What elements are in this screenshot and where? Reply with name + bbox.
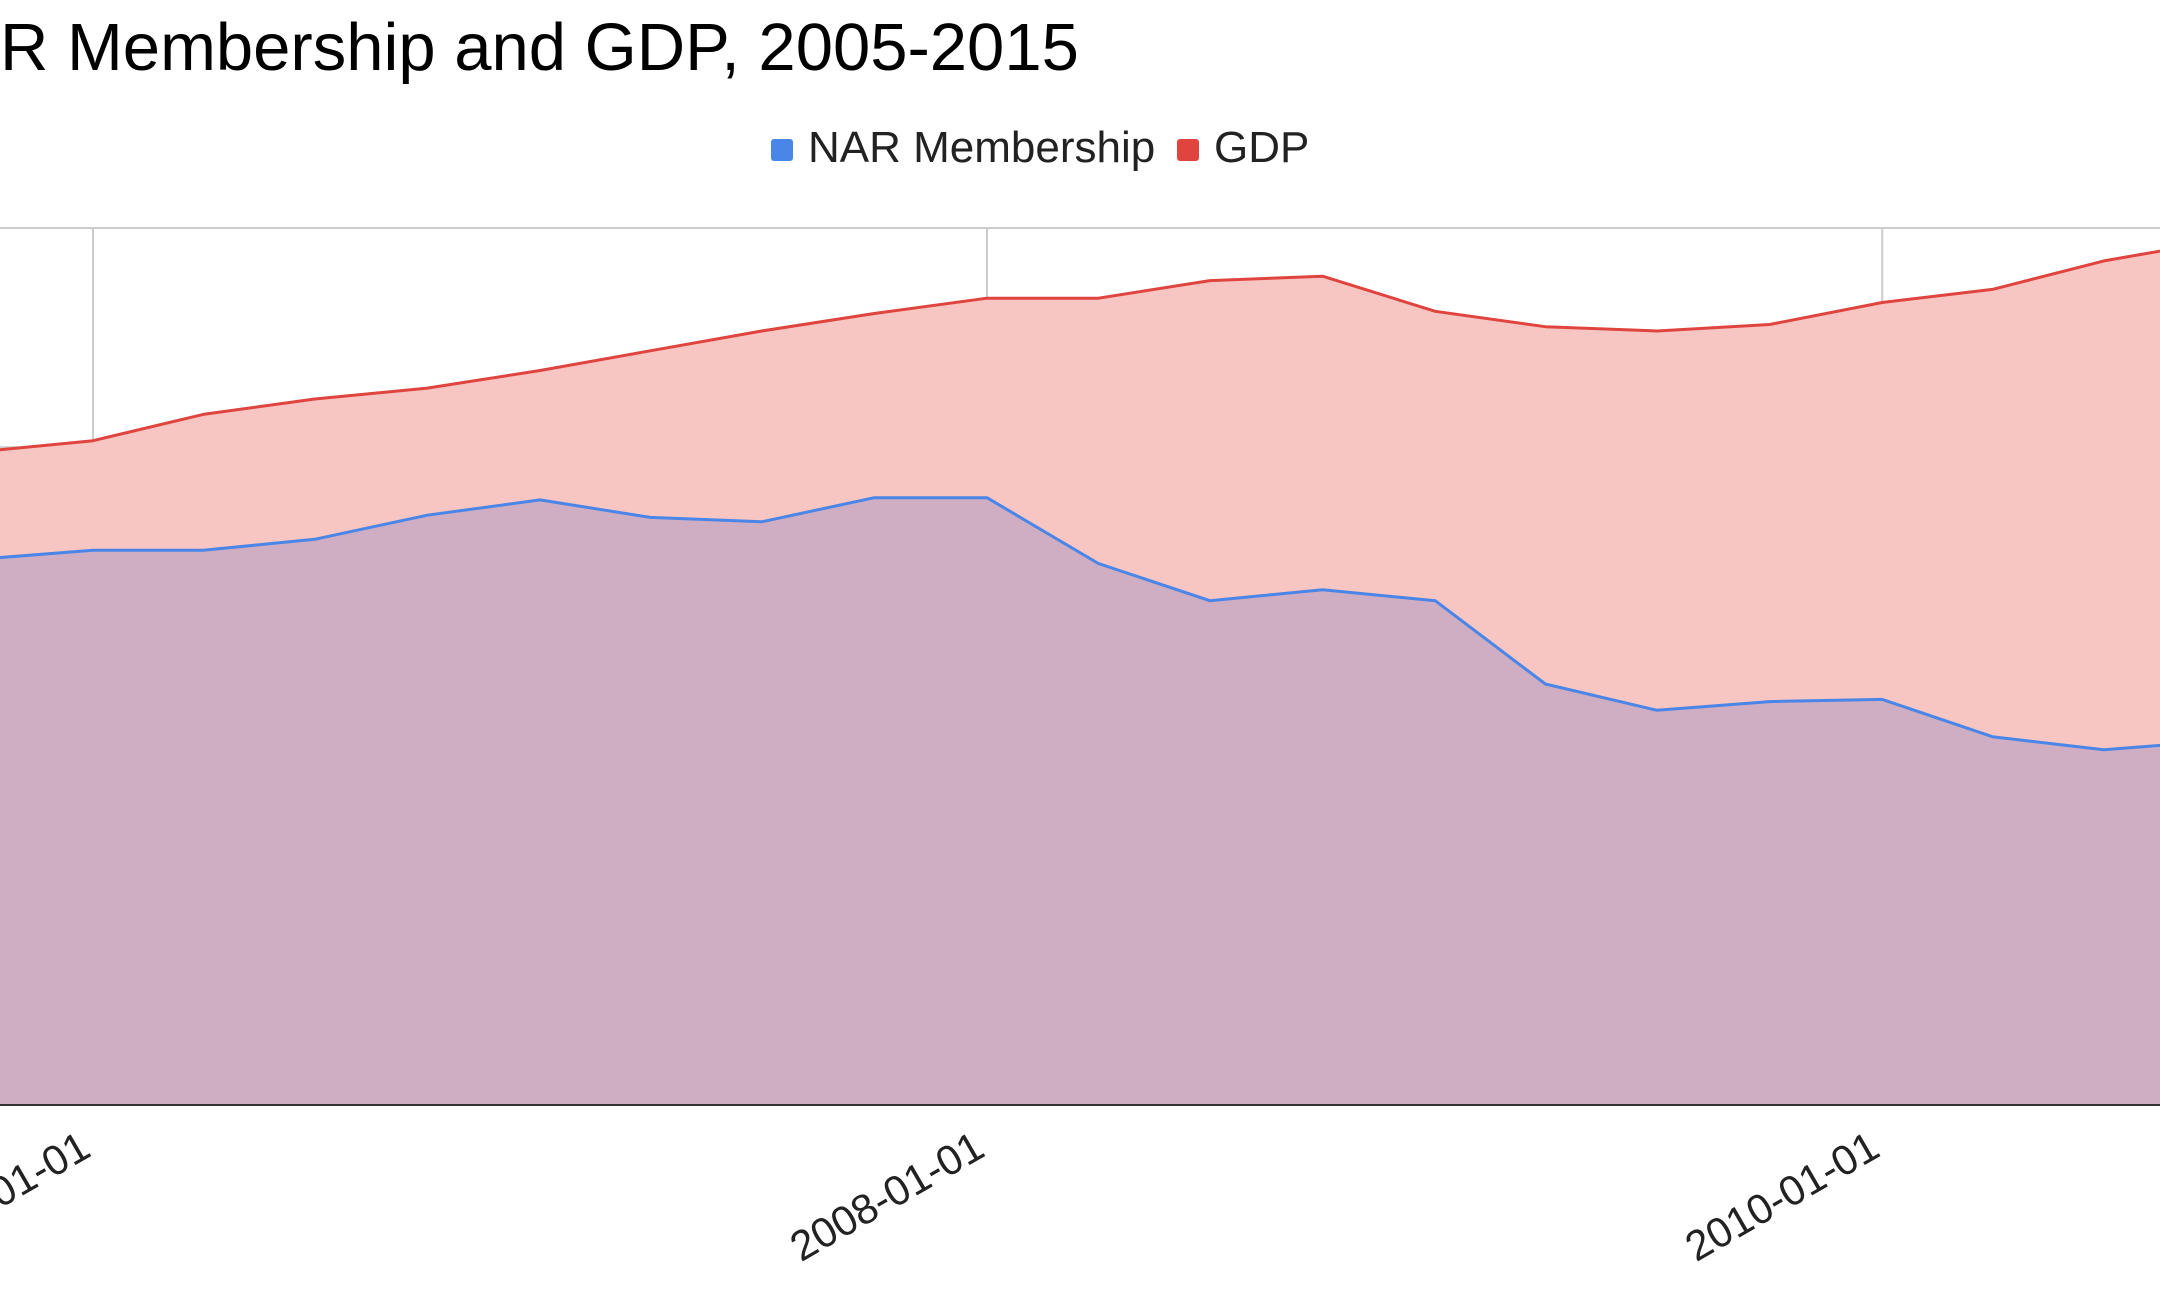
x-tick-label: 5-01-01 [0, 1122, 98, 1235]
chart-title: R Membership and GDP, 2005-2015 [0, 10, 1079, 85]
x-tick-label: 2010-01-01 [1677, 1122, 1887, 1270]
legend-swatch-nar-membership [771, 139, 793, 161]
legend-swatch-gdp [1177, 139, 1199, 161]
legend: NAR Membership GDP [771, 123, 1309, 172]
line-nar-membership [0, 496, 2160, 752]
legend-label-nar-membership: NAR Membership [808, 123, 1155, 172]
area-nar-membership [0, 497, 2160, 1105]
x-tick-label: 2008-01-01 [782, 1122, 992, 1270]
line-gdp [0, 249, 2160, 452]
legend-label-gdp: GDP [1214, 123, 1309, 172]
